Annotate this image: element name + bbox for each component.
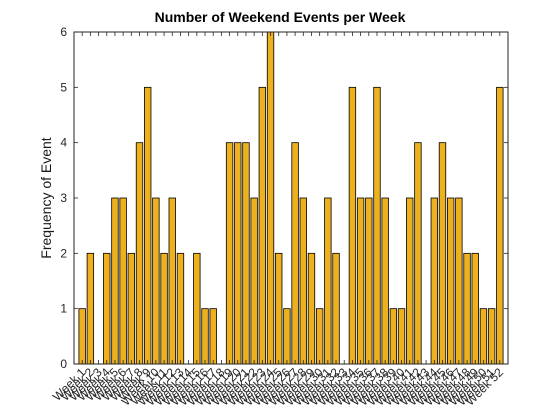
y-tick-label: 2 (60, 246, 67, 260)
bar-27 (291, 142, 299, 365)
bar-6 (119, 197, 127, 365)
bar-19 (225, 142, 234, 365)
bar-4 (103, 252, 111, 365)
bar-34 (348, 86, 357, 365)
bar-30 (315, 308, 324, 365)
bar-24 (266, 31, 275, 365)
bar-28 (299, 197, 307, 365)
bar-50 (479, 308, 488, 365)
bar-8 (135, 142, 144, 365)
bar-5 (111, 197, 119, 365)
bar-10 (152, 197, 160, 365)
bar-46 (446, 197, 455, 365)
bar-47 (455, 197, 463, 365)
bar-23 (258, 86, 267, 365)
bar-45 (438, 142, 447, 365)
bar-16 (201, 308, 209, 365)
bar-25 (275, 252, 283, 365)
bar-38 (381, 197, 389, 365)
bar-32 (332, 252, 340, 365)
y-axis-label: Frequency of Event (38, 137, 54, 259)
bar-11 (160, 252, 168, 365)
bar-13 (176, 252, 185, 365)
bar-21 (242, 142, 250, 365)
bar-15 (193, 252, 201, 365)
bar-49 (471, 252, 479, 365)
bar-1 (78, 308, 86, 365)
bar-51 (487, 308, 496, 365)
bar-52 (496, 86, 504, 365)
bar-20 (234, 142, 242, 365)
chart-title: Number of Weekend Events per Week (155, 9, 406, 25)
bar-44 (430, 197, 438, 365)
bar-7 (127, 252, 136, 365)
bar-12 (168, 197, 176, 365)
bar-42 (414, 142, 422, 365)
bar-39 (389, 308, 398, 365)
bar-29 (307, 252, 316, 365)
bar-22 (250, 197, 258, 365)
y-tick-label: 0 (60, 357, 67, 371)
y-tick-label: 6 (60, 25, 67, 39)
bar-37 (373, 86, 381, 365)
bar-26 (283, 308, 291, 365)
y-tick-label: 3 (60, 191, 67, 205)
bar-40 (397, 308, 406, 365)
bar-41 (406, 197, 414, 365)
bar-31 (324, 197, 332, 365)
y-tick-label: 4 (60, 136, 67, 150)
bar-35 (356, 197, 365, 365)
y-tick-label: 1 (60, 302, 67, 316)
bar-48 (463, 252, 471, 365)
bar-2 (86, 252, 95, 365)
bar-17 (209, 308, 217, 365)
y-tick-label: 5 (60, 80, 67, 94)
bar-36 (365, 197, 373, 365)
bar-9 (144, 86, 152, 365)
